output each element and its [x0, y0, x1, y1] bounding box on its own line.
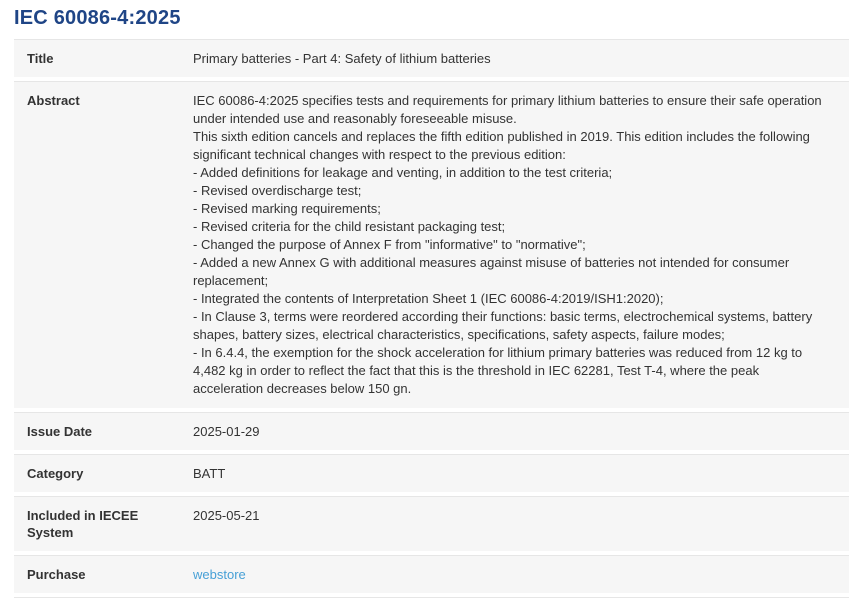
row-value: BATT — [193, 466, 226, 481]
row-label: Abstract — [27, 93, 80, 108]
row-value: 2025-05-21 — [193, 508, 260, 523]
table-row-title: Title Primary batteries - Part 4: Safety… — [14, 39, 849, 77]
abstract-line: - In 6.4.4, the exemption for the shock … — [193, 345, 803, 396]
abstract-line: IEC 60086-4:2025 specifies tests and req… — [193, 93, 822, 126]
webstore-link[interactable]: webstore — [193, 567, 246, 582]
row-label: Purchase — [27, 567, 86, 582]
abstract-line: - Revised overdischarge test; — [193, 183, 362, 198]
abstract-line: - Revised criteria for the child resista… — [193, 219, 506, 234]
abstract-line: - Added a new Annex G with additional me… — [193, 255, 790, 288]
table-row-abstract: Abstract IEC 60086-4:2025 specifies test… — [14, 81, 849, 408]
table-row-issue-date: Issue Date 2025-01-29 — [14, 412, 849, 450]
page-title: IEC 60086-4:2025 — [14, 7, 181, 29]
row-label: Category — [27, 466, 84, 481]
abstract-line: - In Clause 3, terms were reordered acco… — [193, 309, 813, 342]
row-value: webstore — [193, 566, 849, 583]
row-label: Included in IECEE System — [27, 508, 139, 540]
abstract-line: This sixth edition cancels and replaces … — [193, 129, 810, 162]
abstract-line: - Changed the purpose of Annex F from "i… — [193, 237, 586, 252]
row-value: 2025-01-29 — [193, 424, 260, 439]
abstract-line: - Revised marking requirements; — [193, 201, 381, 216]
table-row-category: Category BATT — [14, 454, 849, 492]
abstract-line: - Added definitions for leakage and vent… — [193, 165, 613, 180]
row-value: Primary batteries - Part 4: Safety of li… — [193, 51, 491, 66]
row-label: Title — [27, 51, 54, 66]
table-row-included-in-iecee-system: Included in IECEE System 2025-05-21 — [14, 496, 849, 551]
table-row-purchase: Purchase webstore — [14, 555, 849, 593]
row-label: Issue Date — [27, 424, 93, 439]
abstract-line: - Integrated the contents of Interpretat… — [193, 291, 664, 306]
standard-details-table: Title Primary batteries - Part 4: Safety… — [14, 39, 849, 598]
row-value-abstract: IEC 60086-4:2025 specifies tests and req… — [193, 92, 849, 398]
